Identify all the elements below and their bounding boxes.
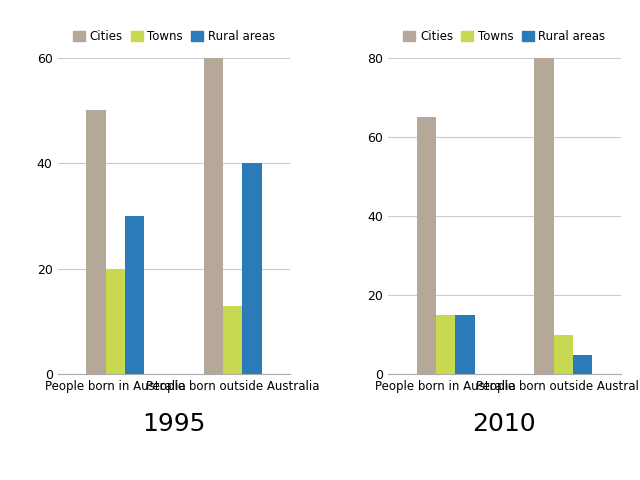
X-axis label: 1995: 1995 — [142, 412, 205, 436]
X-axis label: 2010: 2010 — [472, 412, 536, 436]
Bar — [125, 216, 144, 374]
Bar — [106, 269, 125, 374]
Bar — [223, 306, 243, 374]
Bar — [86, 110, 106, 374]
Bar — [455, 315, 474, 374]
Bar — [573, 355, 592, 374]
Bar — [417, 117, 436, 374]
Bar — [534, 58, 554, 374]
Bar — [204, 58, 223, 374]
Bar — [243, 163, 262, 374]
Legend: Cities, Towns, Rural areas: Cities, Towns, Rural areas — [68, 25, 280, 48]
Bar — [436, 315, 455, 374]
Bar — [554, 335, 573, 374]
Legend: Cities, Towns, Rural areas: Cities, Towns, Rural areas — [399, 25, 610, 48]
